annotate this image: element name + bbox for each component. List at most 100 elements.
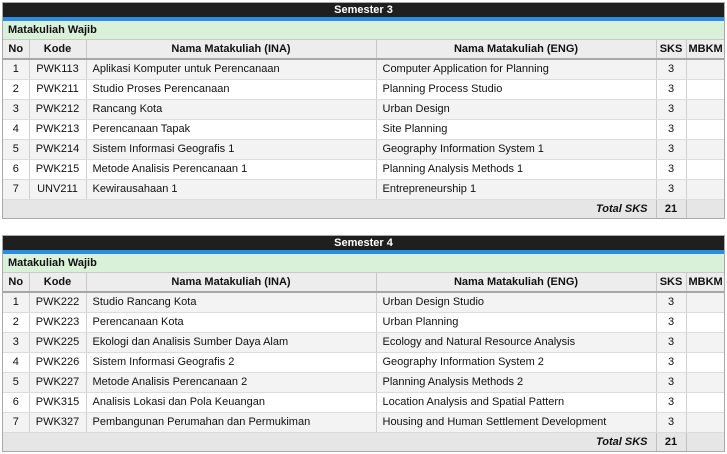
course-row: 1 PWK222 Studio Rancang Kota Urban Design S… [3,292,725,313]
cell-mbkm [685,412,725,433]
cell-ina: Studio Proses Perencanaan [85,79,376,100]
cell-no: 3 [3,332,29,353]
course-row: 7 PWK327 Pembangunan Perumahan dan Permuki… [3,412,725,433]
header-ina: Nama Matakuliah (INA) [85,272,376,293]
cell-eng: Location Analysis and Spatial Pattern [375,392,656,413]
cell-eng: Urban Planning [375,312,656,333]
course-row: 3 PWK225 Ekologi dan Analisis Sumber Daya … [3,332,725,353]
cell-eng: Urban Design Studio [375,292,656,313]
cell-mbkm [685,332,725,353]
cell-kode: PWK226 [28,352,86,373]
cell-ina: Studio Rancang Kota [85,292,376,313]
cell-kode: PWK222 [28,292,86,313]
cell-eng: Geography Information System 2 [375,352,656,373]
cell-ina: Pembangunan Perumahan dan Permukiman [85,412,376,433]
cell-ina: Sistem Informasi Geografis 2 [85,352,376,373]
cell-eng: Housing and Human Settlement Development [375,412,656,433]
cell-eng: Computer Application for Planning [375,59,656,80]
total-sks-value: 21 [655,199,686,218]
section-row: Matakuliah Wajib [3,254,725,273]
cell-sks: 3 [655,392,686,413]
cell-no: 1 [3,59,29,80]
cell-ina: Rancang Kota [85,99,376,120]
cell-no: 6 [3,392,29,413]
cell-ina: Aplikasi Komputer untuk Perencanaan [85,59,376,80]
cell-mbkm [685,79,725,100]
cell-sks: 3 [655,159,686,180]
column-header-row: No Kode Nama Matakuliah (INA) Nama Matak… [3,272,725,293]
course-rows: 1 PWK222 Studio Rancang Kota Urban Design S… [3,292,725,433]
cell-mbkm [685,99,725,120]
total-mbkm-cell [685,199,725,218]
course-row: 7 UNV211 Kewirausahaan 1 Entrepreneurship 1… [3,179,725,200]
course-row: 3 PWK212 Rancang Kota Urban Design 3 [3,99,725,120]
cell-mbkm [685,159,725,180]
cell-eng: Site Planning [375,119,656,140]
total-sks-label: Total SKS [3,432,656,451]
table-title: Semester 4 [3,236,724,250]
course-row: 5 PWK214 Sistem Informasi Geografis 1 Geogr… [3,139,725,160]
cell-eng: Ecology and Natural Resource Analysis [375,332,656,353]
header-ina: Nama Matakuliah (INA) [85,39,376,60]
course-row: 6 PWK315 Analisis Lokasi dan Pola Keuangan… [3,392,725,413]
cell-ina: Ekologi dan Analisis Sumber Daya Alam [85,332,376,353]
accent-stripe [3,17,724,21]
cell-mbkm [685,59,725,80]
course-row: 5 PWK227 Metode Analisis Perencanaan 2 Plan… [3,372,725,393]
cell-sks: 3 [655,332,686,353]
cell-ina: Perencanaan Kota [85,312,376,333]
semester-3-table: Semester 3 Matakuliah Wajib No Kode Nama… [2,2,725,219]
cell-mbkm [685,179,725,200]
total-sks-value: 21 [655,432,686,451]
header-no: No [3,272,29,293]
cell-ina: Perencanaan Tapak [85,119,376,140]
cell-ina: Sistem Informasi Geografis 1 [85,139,376,160]
cell-no: 6 [3,159,29,180]
cell-sks: 3 [655,79,686,100]
cell-kode: PWK214 [28,139,86,160]
cell-sks: 3 [655,412,686,433]
cell-no: 5 [3,139,29,160]
cell-ina: Metode Analisis Perencanaan 2 [85,372,376,393]
cell-no: 2 [3,312,29,333]
cell-kode: PWK327 [28,412,86,433]
cell-kode: PWK113 [28,59,86,80]
cell-eng: Planning Analysis Methods 2 [375,372,656,393]
semester-4-table: Semester 4 Matakuliah Wajib No Kode Nama… [2,235,725,452]
course-row: 2 PWK223 Perencanaan Kota Urban Planning 3 [3,312,725,333]
total-sks-label: Total SKS [3,199,656,218]
cell-kode: PWK211 [28,79,86,100]
course-row: 2 PWK211 Studio Proses Perencanaan Planning… [3,79,725,100]
cell-ina: Analisis Lokasi dan Pola Keuangan [85,392,376,413]
header-eng: Nama Matakuliah (ENG) [375,272,656,293]
cell-kode: PWK213 [28,119,86,140]
cell-kode: UNV211 [28,179,86,200]
cell-sks: 3 [655,372,686,393]
cell-sks: 3 [655,119,686,140]
course-row: 4 PWK226 Sistem Informasi Geografis 2 Geogr… [3,352,725,373]
course-row: 1 PWK113 Aplikasi Komputer untuk Perencana… [3,59,725,80]
cell-ina: Kewirausahaan 1 [85,179,376,200]
cell-eng: Entrepreneurship 1 [375,179,656,200]
course-row: 6 PWK215 Metode Analisis Perencanaan 1 Plan… [3,159,725,180]
cell-eng: Urban Design [375,99,656,120]
cell-sks: 3 [655,312,686,333]
cell-mbkm [685,119,725,140]
cell-no: 4 [3,352,29,373]
accent-stripe [3,250,724,254]
cell-ina: Metode Analisis Perencanaan 1 [85,159,376,180]
cell-eng: Planning Process Studio [375,79,656,100]
cell-kode: PWK223 [28,312,86,333]
cell-no: 2 [3,79,29,100]
cell-eng: Geography Information System 1 [375,139,656,160]
cell-sks: 3 [655,139,686,160]
cell-mbkm [685,352,725,373]
cell-sks: 3 [655,352,686,373]
cell-kode: PWK212 [28,99,86,120]
cell-sks: 3 [655,179,686,200]
header-mbkm: MBKM [685,39,725,60]
cell-kode: PWK227 [28,372,86,393]
cell-kode: PWK225 [28,332,86,353]
course-row: 4 PWK213 Perencanaan Tapak Site Planning 3 [3,119,725,140]
